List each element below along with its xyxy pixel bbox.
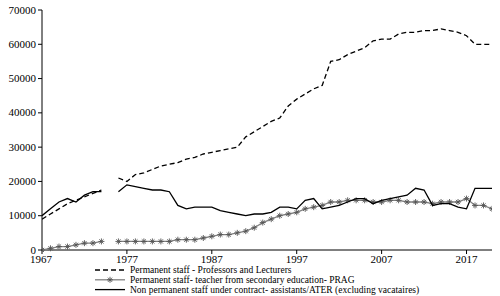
legend-marker bbox=[107, 277, 113, 283]
series-marker bbox=[200, 235, 206, 241]
series-marker bbox=[226, 232, 232, 238]
series-marker bbox=[302, 206, 308, 212]
x-tick-label: 1967 bbox=[30, 253, 53, 265]
series-marker bbox=[234, 230, 240, 236]
x-axis bbox=[42, 250, 492, 251]
series-marker bbox=[73, 242, 79, 248]
series-marker bbox=[277, 213, 283, 219]
series-marker bbox=[81, 240, 87, 246]
series-marker bbox=[328, 199, 334, 205]
series-marker bbox=[183, 237, 189, 243]
series-marker bbox=[243, 228, 249, 234]
series-marker bbox=[175, 237, 181, 243]
x-tick-label: 2007 bbox=[371, 253, 394, 265]
series-marker bbox=[251, 225, 257, 231]
legend-swatch bbox=[95, 289, 125, 290]
y-tick-label: 10000 bbox=[9, 209, 37, 221]
series-marker bbox=[141, 238, 147, 244]
series-marker bbox=[472, 202, 478, 208]
series-marker bbox=[64, 244, 70, 250]
series-marker bbox=[158, 238, 164, 244]
x-tick-label: 1997 bbox=[286, 253, 309, 265]
x-tick-label: 2017 bbox=[456, 253, 479, 265]
series-marker bbox=[166, 238, 172, 244]
y-tick bbox=[38, 147, 42, 148]
legend-label: Permanent staff - Professors and Lecture… bbox=[130, 265, 292, 275]
plot-area bbox=[42, 29, 492, 252]
y-tick-label: 60000 bbox=[9, 38, 37, 50]
series-marker bbox=[311, 204, 317, 210]
x-tick-label: 1977 bbox=[116, 253, 139, 265]
y-tick bbox=[38, 78, 42, 79]
series-marker bbox=[404, 199, 410, 205]
y-tick bbox=[38, 10, 42, 11]
series-marker bbox=[268, 216, 274, 222]
y-tick bbox=[38, 112, 42, 113]
series-marker bbox=[47, 245, 53, 251]
y-tick bbox=[38, 250, 42, 251]
x-tick-label: 1987 bbox=[201, 253, 224, 265]
legend-label: Permanent staff- teacher from secondary … bbox=[130, 275, 355, 285]
y-tick bbox=[38, 44, 42, 45]
series-marker bbox=[56, 244, 62, 250]
legend-swatch bbox=[95, 269, 125, 270]
legend: Permanent staff - Professors and Lecture… bbox=[95, 265, 419, 296]
series-marker bbox=[124, 238, 130, 244]
y-tick-label: 30000 bbox=[9, 141, 37, 153]
series-marker bbox=[455, 199, 461, 205]
series-line bbox=[42, 185, 492, 216]
series-marker bbox=[115, 238, 121, 244]
y-tick-label: 50000 bbox=[9, 72, 37, 84]
legend-label: Non permanent staff under contract- assi… bbox=[130, 285, 419, 296]
series-marker bbox=[413, 199, 419, 205]
series-line bbox=[42, 199, 492, 250]
series-marker bbox=[192, 237, 198, 243]
y-tick-label: 40000 bbox=[9, 106, 37, 118]
y-axis bbox=[42, 10, 43, 250]
y-tick-label: 70000 bbox=[9, 4, 37, 16]
series-marker bbox=[90, 240, 96, 246]
y-tick bbox=[38, 181, 42, 182]
series-marker bbox=[285, 211, 291, 217]
series-marker bbox=[396, 197, 402, 203]
series-marker bbox=[294, 209, 300, 215]
chart: 0100002000030000400005000060000700001967… bbox=[0, 0, 500, 296]
series-marker bbox=[149, 238, 155, 244]
series-marker bbox=[464, 196, 470, 202]
series-marker bbox=[421, 199, 427, 205]
series-marker bbox=[217, 232, 223, 238]
y-tick-label: 20000 bbox=[9, 175, 37, 187]
series-marker bbox=[98, 238, 104, 244]
series-line bbox=[42, 29, 492, 219]
series-marker bbox=[209, 233, 215, 239]
series-marker bbox=[489, 206, 492, 212]
y-tick bbox=[38, 215, 42, 216]
series-marker bbox=[481, 202, 487, 208]
series-marker bbox=[132, 238, 138, 244]
series-marker bbox=[42, 247, 45, 252]
series-marker bbox=[260, 220, 266, 226]
